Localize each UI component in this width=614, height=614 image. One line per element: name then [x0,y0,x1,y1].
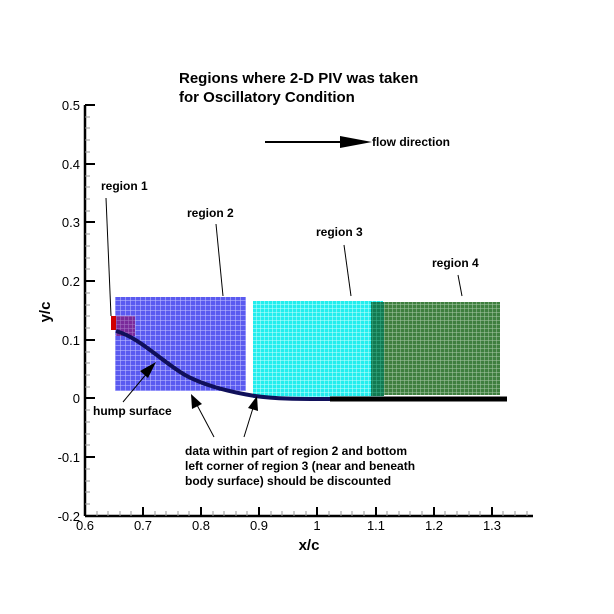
discount-arrow-2-icon [243,396,258,438]
svg-text:-0.2: -0.2 [58,509,80,524]
svg-text:1.3: 1.3 [483,518,501,533]
region-2-leader [215,223,224,297]
svg-text:data within part of region 2 a: data within part of region 2 and bottom [185,444,407,458]
x-axis-minor-ticks [96,511,528,516]
x-axis [84,507,533,518]
svg-text:left corner of region 3 (near: left corner of region 3 (near and beneat… [185,459,415,473]
svg-text:0.8: 0.8 [192,518,210,533]
region-2-rect [115,297,246,391]
x-tick-labels: 0.6 0.7 0.8 0.9 1 1.1 1.2 1.3 [76,518,501,533]
hump-arrow-icon [122,362,156,403]
discount-arrow-1-icon [191,394,215,438]
hump-surface-line [115,329,507,401]
region-4-leader [457,274,463,297]
y-axis-label: y/c [37,302,54,323]
y-axis-minor-ticks [85,116,90,505]
svg-text:0.2: 0.2 [62,274,80,289]
x-axis-label: x/c [299,537,320,554]
svg-text:0.7: 0.7 [134,518,152,533]
region-3-leader [343,244,352,297]
region-1-leader [105,197,112,317]
svg-text:1.2: 1.2 [425,518,443,533]
region-1-label: region 1 [101,179,148,193]
svg-text:0: 0 [73,391,80,406]
svg-text:0.5: 0.5 [62,98,80,113]
discount-note: data within part of region 2 and bottom … [185,444,415,488]
svg-text:0.6: 0.6 [76,518,94,533]
svg-text:0.3: 0.3 [62,215,80,230]
region-3-label: region 3 [316,225,363,239]
svg-text:for Oscillatory Condition: for Oscillatory Condition [179,89,355,106]
hump-surface-label: hump surface [93,404,172,418]
svg-text:Regions where 2-D PIV was take: Regions where 2-D PIV was taken [179,70,418,87]
svg-text:0.1: 0.1 [62,333,80,348]
y-axis [83,104,95,517]
y-tick-labels: 0.5 0.4 0.3 0.2 0.1 0 -0.1 -0.2 [58,98,80,524]
svg-text:-0.1: -0.1 [58,450,80,465]
chart-title: Regions where 2-D PIV was taken for Osci… [179,70,418,106]
region-2-label: region 2 [187,206,234,220]
svg-text:1: 1 [313,518,320,533]
flow-direction-arrow-icon [265,136,372,148]
svg-text:0.4: 0.4 [62,157,80,172]
svg-text:body surface) should be discou: body surface) should be discounted [185,474,391,488]
svg-text:1.1: 1.1 [367,518,385,533]
flow-direction-label: flow direction [372,135,450,149]
svg-text:0.9: 0.9 [250,518,268,533]
region-4-rect [371,302,500,396]
region-3-rect [253,301,383,398]
region-4-label: region 4 [432,256,479,270]
